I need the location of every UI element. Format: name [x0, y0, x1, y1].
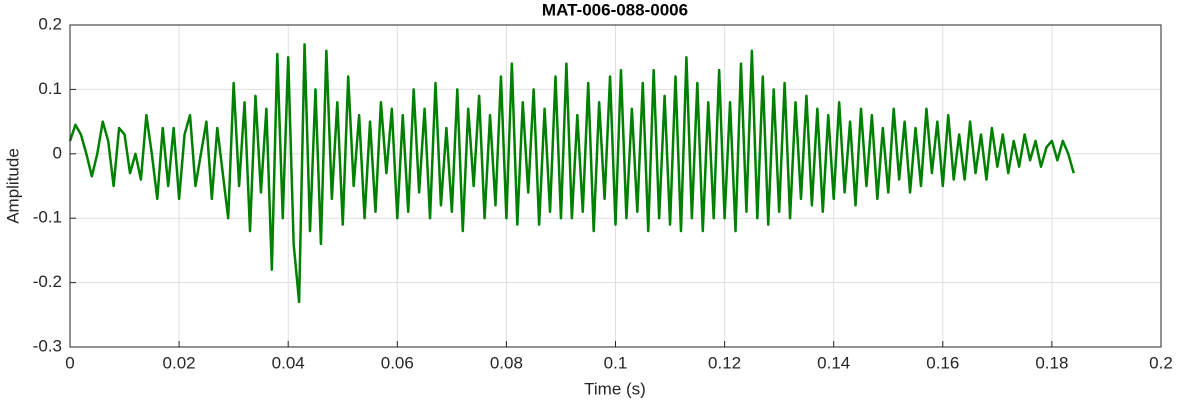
x-tick-label: 0.08: [490, 353, 523, 372]
chart-title: MAT-006-088-0006: [542, 0, 688, 19]
x-tick-label: 0.2: [1149, 353, 1173, 372]
axes-box: [69, 24, 1162, 348]
y-tick-label: 0: [53, 143, 62, 162]
x-tick-label: 0.1: [604, 353, 628, 372]
x-tick-label: 0.14: [817, 353, 850, 372]
x-tick-label: 0.12: [708, 353, 741, 372]
x-tick-label: 0.02: [163, 353, 196, 372]
y-tick-label: 0.1: [38, 79, 62, 98]
y-tick-label: -0.1: [33, 208, 62, 227]
y-tick-label: -0.2: [33, 272, 62, 291]
x-tick-label: 0.04: [272, 353, 305, 372]
x-tick-label: 0: [65, 353, 74, 372]
x-tick-label: 0.16: [926, 353, 959, 372]
x-axis-label: Time (s): [584, 379, 646, 398]
x-tick-label: 0.18: [1035, 353, 1068, 372]
y-tick-label: -0.3: [33, 336, 62, 355]
x-tick-label: 0.06: [381, 353, 414, 372]
signal-line: [68, 43, 1075, 304]
y-tick-label: 0.2: [38, 14, 62, 33]
y-axis-label: Amplitude: [3, 148, 22, 224]
